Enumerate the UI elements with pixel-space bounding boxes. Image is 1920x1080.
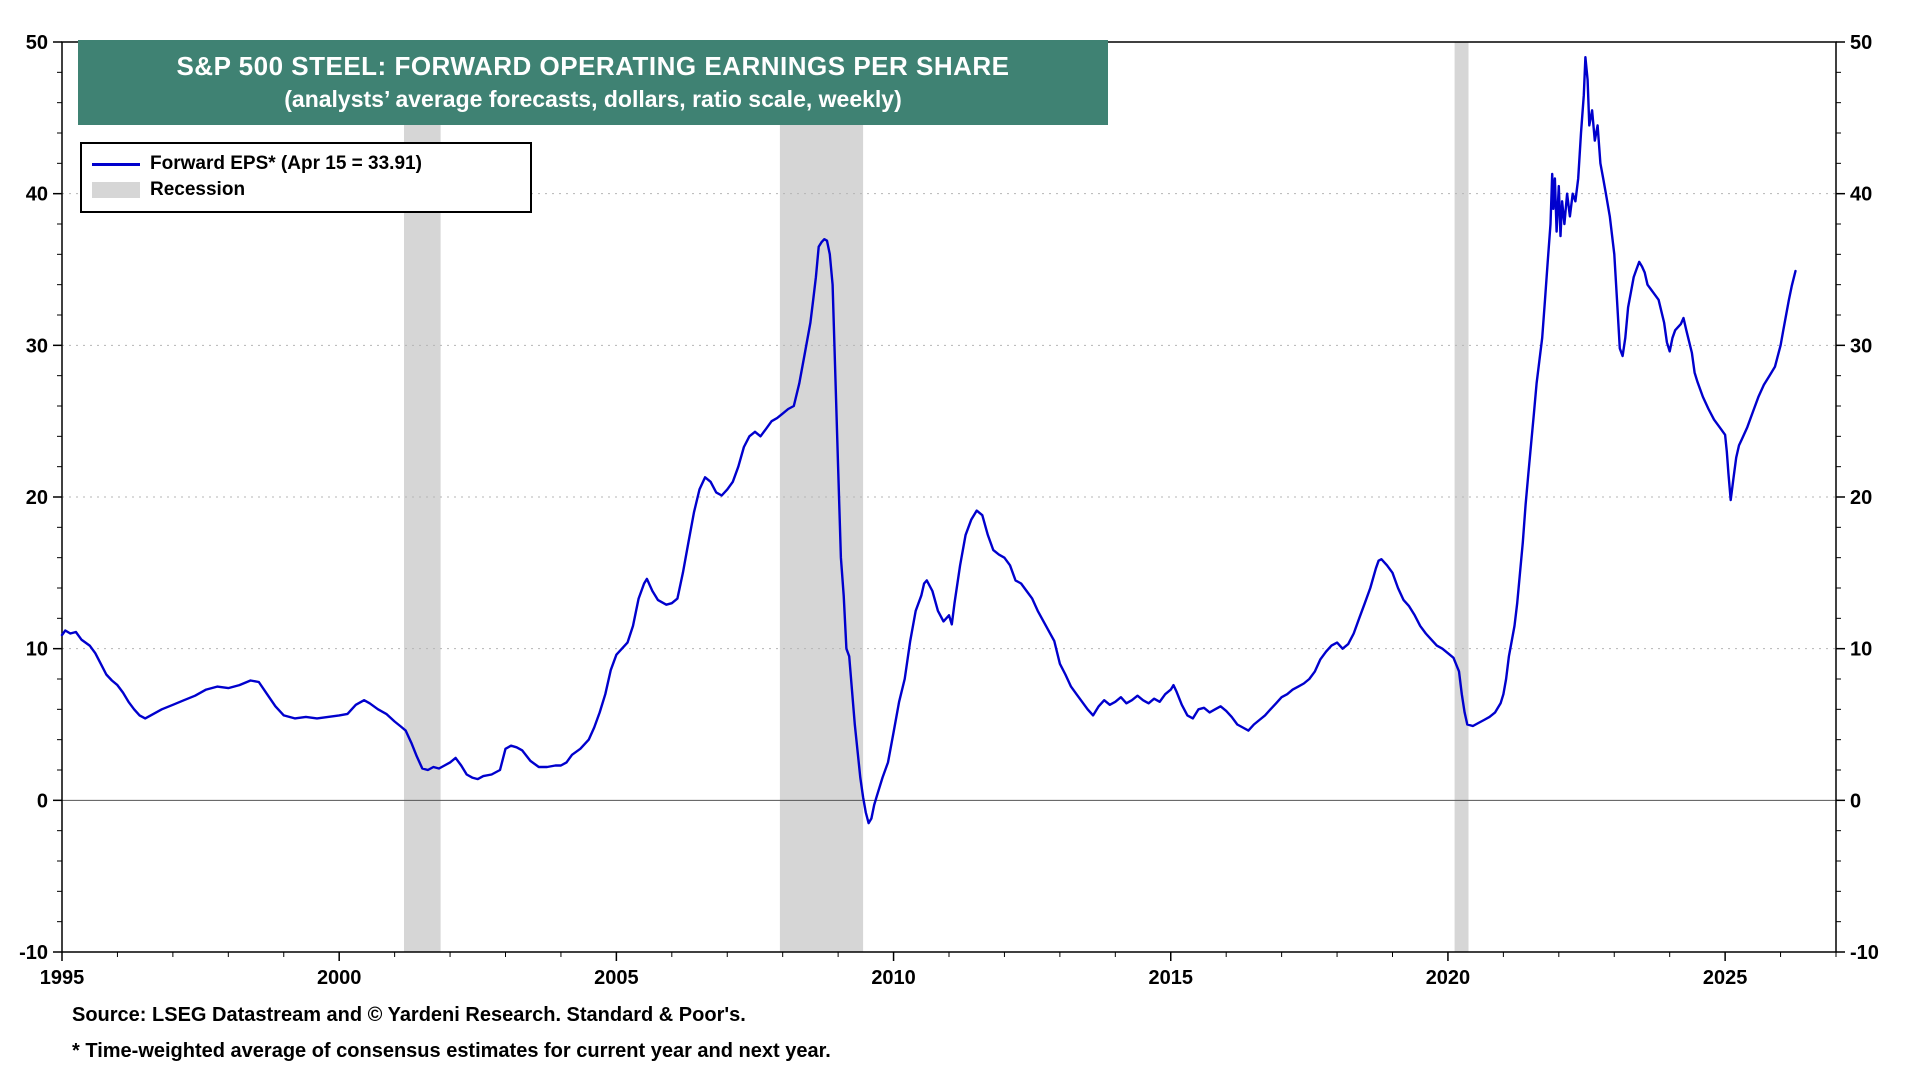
chart-subtitle: (analysts’ average forecasts, dollars, r…	[284, 86, 902, 112]
y-axis-label-left: 40	[26, 184, 48, 206]
chart-title: S&P 500 STEEL: FORWARD OPERATING EARNING…	[176, 51, 1010, 81]
y-axis-label-right: -10	[1850, 942, 1879, 964]
y-axis-label-right: 50	[1850, 32, 1872, 54]
y-axis-label-right: 30	[1850, 335, 1872, 357]
recession-swatch	[92, 182, 140, 198]
legend-eps-label: Forward EPS* (Apr 15 = 33.91)	[150, 153, 422, 174]
x-axis-label: 2010	[871, 967, 916, 989]
legend-row-recession: Recession	[92, 177, 520, 203]
recession-band	[779, 42, 864, 952]
y-axis-label-left: 10	[26, 639, 48, 661]
x-axis-label: 2000	[317, 967, 362, 989]
recession-band	[1454, 42, 1469, 952]
y-axis-label-left: 30	[26, 335, 48, 357]
source-text: Source: LSEG Datastream and © Yardeni Re…	[72, 1004, 746, 1026]
eps-line	[60, 56, 1797, 825]
x-axis-label: 2020	[1426, 967, 1471, 989]
eps-line-swatch	[92, 162, 140, 166]
y-axis-label-left: 20	[26, 487, 48, 509]
x-axis-label: 2015	[1149, 967, 1194, 989]
footnote-text: * Time-weighted average of consensus est…	[72, 1040, 831, 1062]
y-axis-label-right: 20	[1850, 487, 1872, 509]
y-axis-label-right: 10	[1850, 639, 1872, 661]
legend-row-eps: Forward EPS* (Apr 15 = 33.91)	[92, 151, 520, 177]
x-axis-label: 2025	[1703, 967, 1748, 989]
x-axis-label: 2005	[594, 967, 639, 989]
y-axis-label-left: -10	[19, 942, 48, 964]
y-axis-label-left: 0	[37, 790, 48, 812]
legend: Forward EPS* (Apr 15 = 33.91) Recession	[80, 142, 532, 213]
y-axis-label-left: 50	[26, 32, 48, 54]
y-axis-label-right: 40	[1850, 184, 1872, 206]
x-axis-label: 1995	[40, 967, 85, 989]
y-axis-label-right: 0	[1850, 790, 1861, 812]
legend-recession-label: Recession	[150, 179, 246, 200]
chart-title-box: S&P 500 STEEL: FORWARD OPERATING EARNING…	[78, 40, 1108, 125]
